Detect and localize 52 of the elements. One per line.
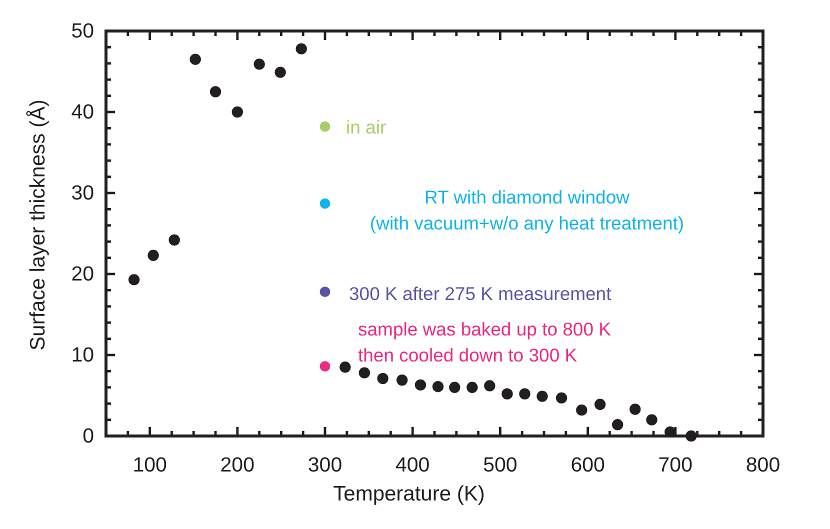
point [484,380,496,392]
point [576,404,588,416]
point [396,374,408,386]
point [190,54,201,65]
y-tick-label: 30 [71,182,94,204]
y-tick-label: 50 [71,20,94,42]
y-tick-label: 20 [71,262,94,286]
x-tick-label: 300 [308,454,342,476]
point [340,362,351,373]
x-tick-label: 500 [483,454,518,476]
x-tick-label: 400 [395,454,430,476]
point [594,398,606,410]
x-axis-title: Temperature (K) [333,482,485,506]
y-tick-label: 10 [71,344,94,366]
point [320,361,330,372]
point [519,388,530,400]
point [502,388,513,400]
point [466,382,478,393]
x-tick-label: 800 [746,454,780,476]
point [148,250,159,261]
point [646,414,658,426]
point [320,121,330,132]
point [168,234,180,246]
point [414,379,426,391]
x-tick-label: 700 [658,454,693,476]
point [254,58,265,70]
series-label: sample was baked up to 800 K then cooled down to 300 K [358,318,612,365]
point [232,106,243,118]
point [686,430,697,442]
point [630,404,641,415]
point [449,382,460,393]
point [320,198,330,209]
point [274,66,286,78]
y-tick-label: 0 [82,424,94,448]
x-tick-label: 600 [570,454,605,476]
point [358,367,370,378]
point [536,390,548,402]
point [320,286,330,298]
series-label: 300 K after 275 K measurement [349,282,612,304]
x-tick-label: 200 [220,454,255,476]
point [210,86,222,98]
y-axis-title: Surface layer thickness (Å) [26,100,50,350]
point [432,380,444,392]
point [556,392,568,404]
y-tick-label: 40 [71,100,94,124]
point [296,43,307,54]
series-label: in air [346,116,386,138]
text: RT with diamond window (with vacuum+w/o any heat treatment) [370,186,684,234]
point [612,419,624,430]
x-tick-label: 100 [132,454,167,476]
point [128,274,140,286]
point [377,372,388,384]
